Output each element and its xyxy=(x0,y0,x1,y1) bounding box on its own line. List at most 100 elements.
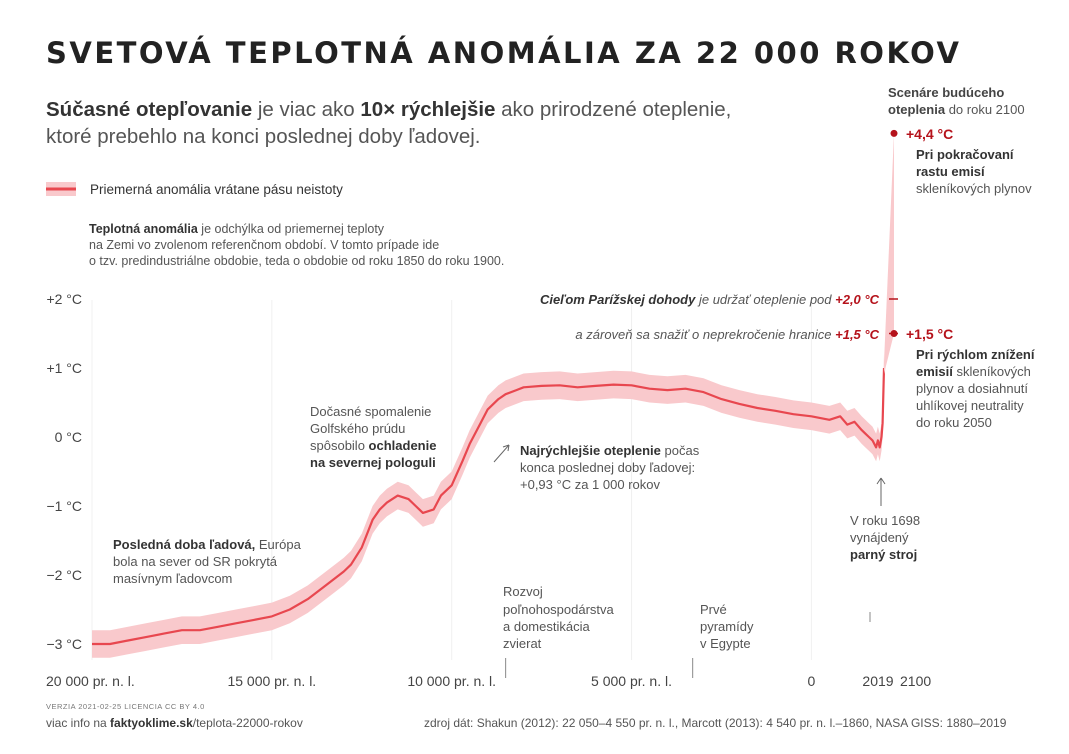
scenarios-title-1: Scenáre budúceho xyxy=(888,85,1004,100)
high-text-1: Pri pokračovaní xyxy=(916,147,1014,162)
pyramids-text-1: Prvé xyxy=(700,602,727,617)
gulf-text-1: Dočasné spomalenie xyxy=(310,404,431,419)
info-path: /teplota-22000-rokov xyxy=(192,716,303,730)
definition-line-1: Teplotná anomália je odchýlka od priemer… xyxy=(89,222,385,236)
fastest-text-1: počas xyxy=(661,443,700,458)
agri-text-4: zvierat xyxy=(503,636,542,651)
svg-text:Posledná doba ľadová, Európa: Posledná doba ľadová, Európa xyxy=(113,537,302,552)
low-text-2b: skleníkových xyxy=(953,364,1031,379)
subtitle: Súčasné otepľovanie je viac ako 10× rých… xyxy=(46,96,806,150)
high-value: +4,4 °C xyxy=(906,126,953,142)
paris-annotation: Cieľom Parížskej dohody je udržať oteple… xyxy=(540,292,880,342)
agriculture-annotation: Rozvoj poľnohospodárstva a domestikácia … xyxy=(503,584,615,651)
gulf-text-4: na severnej pologuli xyxy=(310,455,436,470)
gulf-text-3a: spôsobilo xyxy=(310,438,369,453)
ice-age-annotation: Posledná doba ľadová, Európa bola na sev… xyxy=(113,537,302,586)
svg-text:Najrýchlejšie oteplenie počas: Najrýchlejšie oteplenie počas xyxy=(520,443,700,458)
anomaly-definition: Teplotná anomália je odchýlka od priemer… xyxy=(89,222,504,268)
x-tick-label: 10 000 pr. n. l. xyxy=(407,673,496,689)
anomaly-line xyxy=(92,367,886,646)
steam-engine-annotation: V roku 1698 vynájdený parný stroj xyxy=(850,477,920,562)
x-tick-label: 5 000 pr. n. l. xyxy=(591,673,672,689)
high-text-3: skleníkových plynov xyxy=(916,181,1032,196)
fastest-bold: Najrýchlejšie oteplenie xyxy=(520,443,661,458)
svg-text:oteplenia do roku 2100: oteplenia do roku 2100 xyxy=(888,102,1025,117)
subtitle-text-2: ako prirodzené oteplenie, xyxy=(495,98,732,121)
definition-text-1: je odchýlka od priemernej teploty xyxy=(198,222,385,236)
x-tick-label: 0 xyxy=(807,673,815,689)
pyramids-annotation: Prvé pyramídy v Egypte xyxy=(700,602,754,651)
subtitle-bold-2: 10× rýchlejšie xyxy=(360,98,496,121)
low-text-1: Pri rýchlom znížení xyxy=(916,347,1035,362)
definition-line-2: na Zemi vo zvolenom referenčnom období. … xyxy=(89,238,439,252)
svg-text:a zároveň sa snažiť o neprekro: a zároveň sa snažiť o neprekročenie hran… xyxy=(575,327,879,342)
fastest-text-2: konca poslednej doby ľadovej: xyxy=(520,460,695,475)
y-tick-label: 0 °C xyxy=(55,429,82,445)
steam-arrow-head xyxy=(876,477,886,485)
agri-text-2: poľnohospodárstva xyxy=(503,602,615,617)
definition-bold: Teplotná anomália xyxy=(89,222,199,236)
subtitle-bold-1: Súčasné otepľovanie xyxy=(46,98,253,121)
gulf-stream-annotation: Dočasné spomalenie Golfského prúdu spôso… xyxy=(310,404,436,470)
scenarios-title-3: do roku 2100 xyxy=(945,102,1025,117)
scenario-high-dot xyxy=(890,129,898,137)
ice-age-text-2: bola na sever od SR pokrytá xyxy=(113,554,278,569)
low-text-4: uhlíkovej neutrality xyxy=(916,398,1024,413)
subtitle-text-1: je viac ako xyxy=(252,98,361,121)
scenario-fan xyxy=(884,133,894,374)
gulf-text-2: Golfského prúdu xyxy=(310,421,405,436)
paris-text: je udržať oteplenie pod xyxy=(695,292,835,307)
paris-italic-bold: Cieľom Parížskej dohody xyxy=(540,292,696,307)
info-site-link[interactable]: faktyoklime.sk xyxy=(110,716,193,730)
ice-age-text-1: Európa xyxy=(255,537,301,552)
svg-text:Cieľom Parížskej dohody je udr: Cieľom Parížskej dohody je udržať oteple… xyxy=(540,292,880,307)
y-tick-label: −3 °C xyxy=(46,636,82,652)
x-tick-label: 15 000 pr. n. l. xyxy=(227,673,316,689)
x-axis: 20 000 pr. n. l. 15 000 pr. n. l. 10 000 p… xyxy=(46,673,931,689)
steam-text-2: vynájdený xyxy=(850,530,909,545)
more-info: viac info na faktyoklime.sk/teplota-2200… xyxy=(46,716,303,730)
scenario-low-dot xyxy=(890,330,898,337)
data-sources: zdroj dát: Shakun (2012): 22 050–4 550 p… xyxy=(424,716,1007,730)
x-tick-label: 2019 xyxy=(862,673,893,689)
fastest-warming-annotation: Najrýchlejšie oteplenie počas konca posl… xyxy=(493,443,700,492)
x-tick-label: 20 000 pr. n. l. xyxy=(46,673,135,689)
low-value: +1,5 °C xyxy=(906,326,953,342)
legend: Priemerná anomália vrátane pásu neistoty xyxy=(46,182,343,197)
uncertainty-band xyxy=(92,354,884,658)
y-tick-label: +1 °C xyxy=(46,360,82,376)
fastest-text-3: +0,93 °C za 1 000 rokov xyxy=(520,477,660,492)
y-tick-label: −1 °C xyxy=(46,498,82,514)
low-text-2a: emisií xyxy=(916,364,953,379)
pyramids-text-3: v Egypte xyxy=(700,636,751,651)
svg-text:emisií skleníkových: emisií skleníkových xyxy=(916,364,1031,379)
paris-value-20: +2,0 °C xyxy=(835,292,879,307)
definition-line-3: o tzv. predindustriálne obdobie, teda o … xyxy=(89,254,504,268)
pyramids-text-2: pyramídy xyxy=(700,619,754,634)
page-title: SVETOVÁ TEPLOTNÁ ANOMÁLIA ZA 22 000 ROKO… xyxy=(46,36,962,70)
steam-text-1: V roku 1698 xyxy=(850,513,920,528)
paris-value-15: +1,5 °C xyxy=(835,327,879,342)
fastest-arrow-line xyxy=(493,444,510,463)
subtitle-line-2: ktoré prebehlo na konci poslednej doby ľ… xyxy=(46,125,481,148)
legend-label: Priemerná anomália vrátane pásu neistoty xyxy=(90,182,343,197)
fastest-arrow-head xyxy=(502,444,510,452)
agri-text-1: Rozvoj xyxy=(503,584,543,599)
low-text-5: do roku 2050 xyxy=(916,415,992,430)
high-text-2: rastu emisí xyxy=(916,164,985,179)
y-axis: +2 °C +1 °C 0 °C −1 °C −2 °C −3 °C xyxy=(46,291,82,652)
y-tick-label: +2 °C xyxy=(46,291,82,307)
gulf-text-3b: ochladenie xyxy=(369,438,437,453)
ice-age-text-3: masívnym ľadovcom xyxy=(113,571,232,586)
agri-text-3: a domestikácia xyxy=(503,619,590,634)
scenarios-annotation: Scenáre budúceho oteplenia do roku 2100 … xyxy=(888,85,1035,430)
y-tick-label: −2 °C xyxy=(46,567,82,583)
ice-age-bold: Posledná doba ľadová, xyxy=(113,537,255,552)
paris-text-2: a zároveň sa snažiť o neprekročenie hran… xyxy=(575,327,835,342)
steam-text-3: parný stroj xyxy=(850,547,917,562)
scenarios-title-2: oteplenia xyxy=(888,102,946,117)
version-license: VERZIA 2021-02-25 LICENCIA CC BY 4.0 xyxy=(46,702,205,711)
svg-text:spôsobilo ochladenie: spôsobilo ochladenie xyxy=(310,438,436,453)
x-tick-label: 2100 xyxy=(900,673,931,689)
